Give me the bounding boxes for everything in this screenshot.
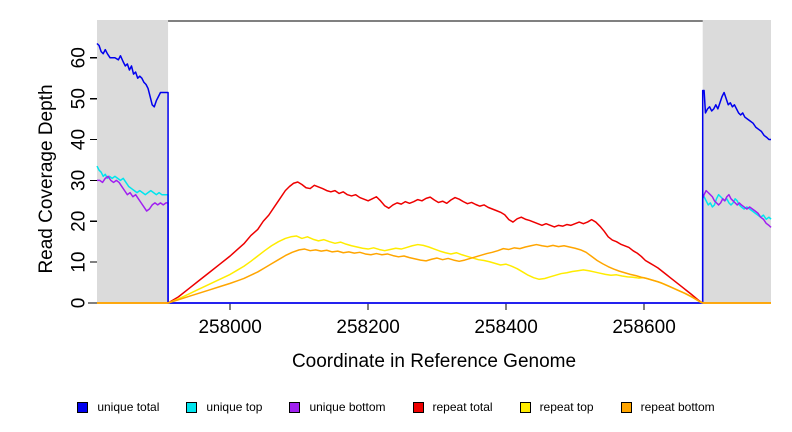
chart-legend: unique total unique top unique bottom repea…: [20, 396, 772, 418]
x-axis-title: Coordinate in Reference Genome: [291, 351, 577, 372]
y-tick-label: 40: [69, 129, 90, 150]
y-tick-label: 50: [69, 88, 90, 109]
legend-item-repeat-top: repeat top: [519, 400, 594, 414]
series-line-repeat-top: [97, 235, 771, 304]
masked-region-flank-right: [702, 20, 771, 303]
legend-swatch-repeat-bottom: [620, 401, 632, 413]
legend-label-unique-total: unique total: [97, 400, 160, 414]
legend-swatch-unique-top: [186, 401, 198, 413]
legend-label-unique-bottom: unique bottom: [309, 400, 386, 414]
legend-item-repeat-bottom: repeat bottom: [620, 400, 715, 414]
y-axis-title: Read Coverage Depth: [36, 84, 57, 274]
legend-item-repeat-total: repeat total: [412, 400, 493, 414]
legend-item-unique-bottom: unique bottom: [289, 400, 386, 414]
legend-label-repeat-top: repeat top: [539, 400, 594, 414]
series-line-repeat-bottom: [97, 243, 771, 304]
legend-swatch-unique-bottom: [289, 401, 301, 413]
series-line-unique-bottom: [97, 175, 772, 304]
y-tick-label: 30: [69, 170, 90, 191]
legend-label-unique-top: unique top: [206, 400, 263, 414]
y-tick-label: 60: [69, 47, 90, 68]
legend-swatch-repeat-top: [519, 401, 531, 413]
x-tick-label: 258000: [198, 317, 261, 338]
series-line-unique-top: [96, 165, 772, 304]
legend-label-repeat-bottom: repeat bottom: [640, 400, 715, 414]
x-tick-label: 258600: [612, 317, 675, 338]
series-line-unique-total: [96, 42, 771, 304]
x-tick-label: 258200: [336, 317, 399, 338]
legend-item-unique-top: unique top: [186, 400, 262, 414]
legend-swatch-unique-total: [77, 401, 89, 413]
y-tick-label: 0: [69, 298, 90, 309]
series-line-repeat-total: [97, 181, 771, 304]
legend-item-unique-total: unique total: [77, 400, 159, 414]
y-tick-label: 20: [69, 211, 90, 232]
x-tick-label: 258400: [474, 317, 537, 338]
masked-region-flank-left: [97, 20, 169, 303]
legend-swatch-repeat-total: [412, 401, 424, 413]
y-tick-label: 10: [69, 252, 90, 273]
legend-label-repeat-total: repeat total: [432, 400, 493, 414]
